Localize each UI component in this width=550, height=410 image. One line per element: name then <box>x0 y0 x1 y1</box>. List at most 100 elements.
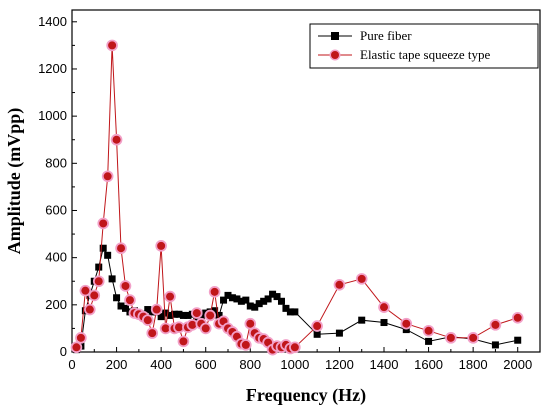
data-point-circle <box>491 320 500 329</box>
data-point-circle <box>380 303 388 312</box>
x-tick-label: 800 <box>239 357 261 372</box>
data-point-square <box>162 309 170 317</box>
data-point-circle <box>72 343 81 352</box>
data-point-circle <box>513 313 522 322</box>
data-point-circle <box>161 324 170 333</box>
data-point-circle <box>166 292 175 301</box>
data-point-circle <box>335 280 344 289</box>
data-point-circle <box>85 305 94 314</box>
legend-box <box>309 23 539 69</box>
data-point-circle <box>206 311 215 320</box>
x-tick-label: 400 <box>150 357 172 372</box>
data-point-square <box>171 310 179 318</box>
data-point-square <box>255 300 263 308</box>
data-point-circle <box>108 41 117 50</box>
data-point-square <box>335 329 343 337</box>
data-point-square <box>99 244 107 252</box>
data-point-circle <box>152 305 161 314</box>
legend-label-elastic-tape: Elastic tape squeeze type <box>360 47 491 62</box>
data-point-circle <box>469 333 478 342</box>
data-point-square <box>282 304 290 312</box>
data-point-circle <box>246 319 255 328</box>
data-point-circle <box>201 324 210 333</box>
data-point-square <box>233 295 241 303</box>
x-tick-label: 1400 <box>370 357 399 372</box>
data-point-square <box>121 304 129 312</box>
data-point-circle <box>179 337 188 346</box>
data-point-square <box>113 294 121 302</box>
data-point-square <box>402 326 410 334</box>
series-layer <box>70 39 524 356</box>
data-point-circle <box>90 291 99 300</box>
legend-label-pure-fiber: Pure fiber <box>360 28 412 43</box>
x-tick-label: 1000 <box>280 357 309 372</box>
data-point-square <box>273 293 281 301</box>
data-point-circle <box>125 296 134 305</box>
x-tick-label: 200 <box>106 357 128 372</box>
x-tick-label: 0 <box>68 357 75 372</box>
data-point-square <box>425 337 433 345</box>
data-point-square <box>166 311 174 319</box>
data-point-square <box>220 296 228 304</box>
legend-circle-marker-core-icon <box>331 51 339 59</box>
data-point-square <box>380 319 388 327</box>
x-axis-title: Frequency (Hz) <box>246 385 366 406</box>
data-point-square <box>269 290 277 298</box>
data-point-square <box>358 316 366 324</box>
data-point-square <box>179 311 187 319</box>
data-point-square <box>184 311 192 319</box>
data-point-square <box>108 275 116 283</box>
data-point-square <box>313 330 321 338</box>
x-axis: 0 200 400 600 800 1000 1200 1400 1600 1800 2000 <box>68 347 541 372</box>
data-point-square <box>117 302 125 310</box>
data-point-circle <box>290 343 299 352</box>
series-line <box>76 45 518 351</box>
data-point-circle <box>313 322 322 331</box>
data-point-square <box>242 296 250 304</box>
data-point-circle <box>210 287 219 296</box>
data-point-circle <box>112 135 121 144</box>
y-tick-label: 0 <box>60 344 67 359</box>
data-point-circle <box>446 333 455 342</box>
x-tick-label: 1600 <box>414 357 443 372</box>
x-tick-label: 600 <box>195 357 217 372</box>
legend-square-marker-icon <box>331 32 339 40</box>
data-point-circle <box>357 274 366 283</box>
data-point-square <box>251 303 259 311</box>
data-point-circle <box>99 219 108 228</box>
y-tick-label: 1000 <box>38 108 67 123</box>
data-point-circle <box>148 329 157 338</box>
x-tick-label: 1200 <box>325 357 354 372</box>
data-point-square <box>246 302 254 310</box>
data-point-circle <box>117 244 126 253</box>
data-point-circle <box>143 316 152 325</box>
data-point-square <box>211 307 219 315</box>
data-point-circle <box>188 320 197 329</box>
data-point-square <box>157 313 165 321</box>
data-point-square <box>104 251 112 259</box>
data-point-circle <box>402 319 411 328</box>
data-point-square <box>286 308 294 316</box>
y-tick-label: 800 <box>45 155 67 170</box>
data-point-circle <box>76 333 85 342</box>
data-point-circle <box>81 286 90 295</box>
data-point-square <box>291 308 299 316</box>
y-tick-label: 1200 <box>38 61 67 76</box>
legend-item-pure-fiber: Pure fiber <box>318 28 412 43</box>
data-point-square <box>491 341 499 349</box>
legend-item-elastic-tape: Elastic tape squeeze type <box>318 47 491 62</box>
legend: Pure fiber Elastic tape squeeze type <box>309 23 539 69</box>
data-point-square <box>277 297 285 305</box>
data-point-circle <box>103 172 112 181</box>
data-point-square <box>95 263 103 271</box>
data-point-circle <box>192 309 201 318</box>
x-tick-label: 2000 <box>503 357 532 372</box>
data-point-circle <box>424 326 433 335</box>
series-1 <box>70 39 524 356</box>
x-tick-label: 1800 <box>459 357 488 372</box>
data-point-square <box>144 306 152 314</box>
data-point-square <box>228 294 236 302</box>
data-point-square <box>260 297 268 305</box>
data-point-circle <box>157 241 166 250</box>
